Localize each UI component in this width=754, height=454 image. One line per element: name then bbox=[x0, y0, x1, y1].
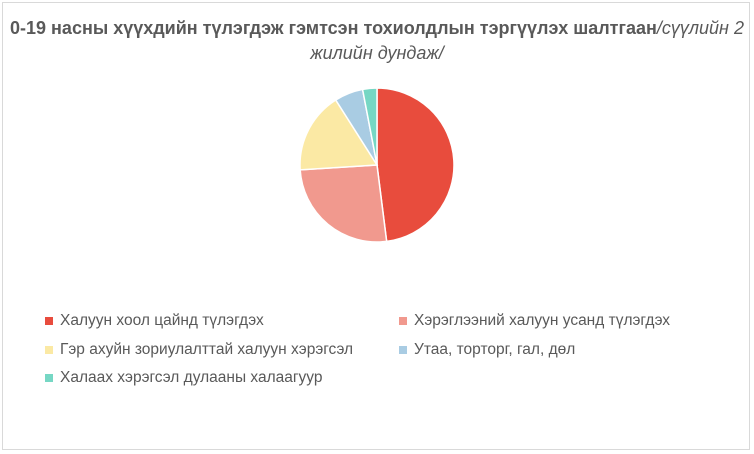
pie-slice-2 bbox=[299, 164, 388, 243]
pie-slice-3 bbox=[299, 98, 379, 171]
chart-title-main: 0-19 насны хүүхдийн түлэгдэж гэмтсэн тох… bbox=[10, 18, 657, 38]
chart-title: 0-19 насны хүүхдийн түлэгдэж гэмтсэн тох… bbox=[0, 16, 754, 66]
pie-slice-1 bbox=[376, 87, 455, 243]
chart-title-sub: /сүүлийн 2 жилийн дундаж/ bbox=[310, 18, 744, 63]
pie-slice-5 bbox=[361, 87, 378, 166]
